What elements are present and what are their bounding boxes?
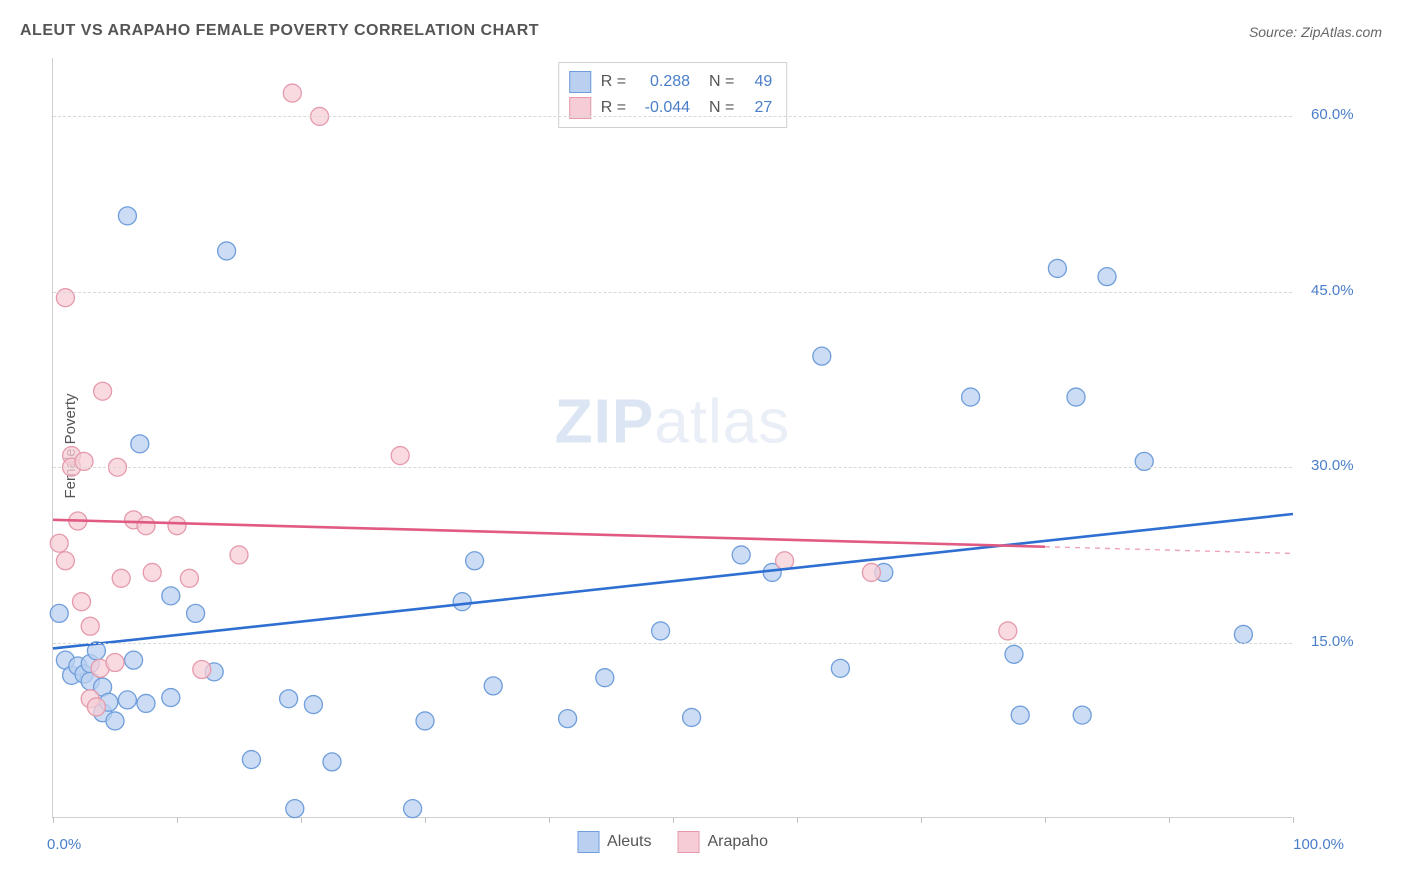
data-point xyxy=(732,546,750,564)
data-point xyxy=(283,84,301,102)
data-point xyxy=(323,753,341,771)
swatch-aleuts-icon xyxy=(577,831,599,853)
trend-line-extrapolated xyxy=(1045,547,1293,554)
data-point xyxy=(106,712,124,730)
data-point xyxy=(106,653,124,671)
x-tick-mark xyxy=(797,817,798,823)
source-label: Source: ZipAtlas.com xyxy=(1249,24,1382,40)
trend-line xyxy=(53,514,1293,648)
legend-item-aleuts: Aleuts xyxy=(577,831,651,853)
data-point xyxy=(596,669,614,687)
chart-title: ALEUT VS ARAPAHO FEMALE POVERTY CORRELAT… xyxy=(20,22,539,40)
gridline xyxy=(53,116,1292,117)
y-tick-label: 45.0% xyxy=(1311,282,1354,299)
scatter-chart: ZIPatlas R = 0.288 N = 49 R = -0.044 N =… xyxy=(52,58,1292,818)
data-point xyxy=(162,689,180,707)
data-point xyxy=(187,604,205,622)
data-point xyxy=(652,622,670,640)
data-point xyxy=(118,691,136,709)
data-point xyxy=(50,534,68,552)
data-point xyxy=(466,552,484,570)
data-point xyxy=(404,800,422,818)
swatch-arapaho-icon xyxy=(677,831,699,853)
data-point xyxy=(484,677,502,695)
data-point xyxy=(416,712,434,730)
data-point xyxy=(193,661,211,679)
data-point xyxy=(1048,259,1066,277)
data-point xyxy=(453,593,471,611)
data-point xyxy=(50,604,68,622)
data-point xyxy=(1005,645,1023,663)
data-point xyxy=(137,517,155,535)
data-point xyxy=(1073,706,1091,724)
data-point xyxy=(56,552,74,570)
x-tick-label: 0.0% xyxy=(47,836,81,853)
data-point xyxy=(831,659,849,677)
data-point xyxy=(683,708,701,726)
data-point xyxy=(391,447,409,465)
x-tick-mark xyxy=(921,817,922,823)
data-point xyxy=(999,622,1017,640)
data-point xyxy=(112,569,130,587)
y-tick-label: 60.0% xyxy=(1311,106,1354,123)
data-point xyxy=(304,696,322,714)
data-point xyxy=(143,563,161,581)
data-point xyxy=(1067,388,1085,406)
data-point xyxy=(73,593,91,611)
x-tick-mark xyxy=(53,817,54,823)
data-point xyxy=(180,569,198,587)
data-point xyxy=(168,517,186,535)
x-tick-mark xyxy=(1045,817,1046,823)
data-point xyxy=(218,242,236,260)
data-point xyxy=(286,800,304,818)
x-tick-mark xyxy=(1169,817,1170,823)
data-point xyxy=(862,563,880,581)
data-point xyxy=(94,382,112,400)
data-point xyxy=(280,690,298,708)
data-point xyxy=(131,435,149,453)
data-point xyxy=(137,694,155,712)
x-tick-mark xyxy=(673,817,674,823)
data-point xyxy=(125,651,143,669)
x-tick-mark xyxy=(301,817,302,823)
x-tick-mark xyxy=(1293,817,1294,823)
data-point xyxy=(776,552,794,570)
gridline xyxy=(53,292,1292,293)
data-point xyxy=(813,347,831,365)
series-legend: Aleuts Arapaho xyxy=(577,831,768,853)
data-point xyxy=(962,388,980,406)
x-tick-label: 100.0% xyxy=(1293,836,1344,853)
gridline xyxy=(53,467,1292,468)
plot-svg xyxy=(53,58,1292,817)
data-point xyxy=(1234,625,1252,643)
data-point xyxy=(242,751,260,769)
y-tick-label: 30.0% xyxy=(1311,457,1354,474)
gridline xyxy=(53,643,1292,644)
data-point xyxy=(118,207,136,225)
legend-label-aleuts: Aleuts xyxy=(607,833,651,851)
x-tick-mark xyxy=(177,817,178,823)
y-tick-label: 15.0% xyxy=(1311,633,1354,650)
legend-item-arapaho: Arapaho xyxy=(677,831,768,853)
trend-line xyxy=(53,520,1045,547)
x-tick-mark xyxy=(549,817,550,823)
data-point xyxy=(81,617,99,635)
data-point xyxy=(87,698,105,716)
x-tick-mark xyxy=(425,817,426,823)
data-point xyxy=(162,587,180,605)
data-point xyxy=(230,546,248,564)
data-point xyxy=(1011,706,1029,724)
data-point xyxy=(1098,268,1116,286)
data-point xyxy=(559,710,577,728)
legend-label-arapaho: Arapaho xyxy=(707,833,768,851)
